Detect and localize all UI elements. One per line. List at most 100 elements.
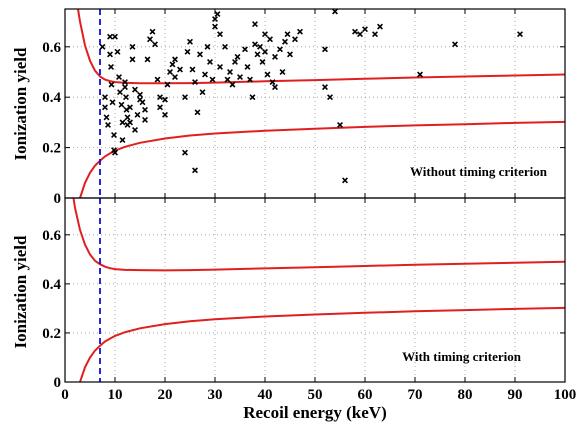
top-point-62 xyxy=(199,89,206,96)
top-point-108 xyxy=(352,28,358,35)
top-point-90 xyxy=(264,71,271,78)
top-point-4 xyxy=(105,121,111,128)
top-point-105 xyxy=(332,9,338,15)
top-point-14 xyxy=(114,48,121,55)
top-point-83 xyxy=(252,21,258,28)
top-point-111 xyxy=(372,31,378,38)
bottom-xtick-label-70: 70 xyxy=(408,387,423,403)
top-point-115 xyxy=(517,31,523,38)
top-point-32 xyxy=(134,111,141,118)
top-point-12 xyxy=(112,149,118,156)
top-point-101 xyxy=(297,28,303,35)
bottom-y-axis-label: Ionization yield xyxy=(11,235,30,348)
top-plot-area xyxy=(77,9,565,198)
top-point-51 xyxy=(172,74,178,81)
bottom-xtick-label-60: 60 xyxy=(358,387,373,403)
top-point-94 xyxy=(272,84,278,91)
top-point-13 xyxy=(112,33,118,40)
top-point-110 xyxy=(362,26,368,33)
top-point-91 xyxy=(267,36,273,43)
top-point-5 xyxy=(107,33,113,40)
top-point-53 xyxy=(182,94,188,101)
bottom-ytick-label-0.6: 0.6 xyxy=(42,228,61,244)
top-point-35 xyxy=(139,99,146,106)
top-point-106 xyxy=(337,121,343,128)
top-point-102 xyxy=(322,46,328,53)
bottom-xtick-label-50: 50 xyxy=(308,387,323,403)
top-point-113 xyxy=(417,71,423,78)
top-point-31 xyxy=(132,126,138,133)
top-point-15 xyxy=(116,74,122,81)
bottom-xtick-label-0: 0 xyxy=(61,387,69,403)
top-ytick-label-0.4: 0.4 xyxy=(42,90,61,106)
top-point-41 xyxy=(152,41,158,48)
top-point-68 xyxy=(212,23,218,30)
top-point-50 xyxy=(172,56,178,63)
top-point-21 xyxy=(122,84,128,91)
x-axis-label: Recoil energy (keV) xyxy=(243,403,387,422)
top-point-37 xyxy=(142,116,148,123)
top-ytick-label-0.2: 0.2 xyxy=(42,141,61,157)
top-point-40 xyxy=(149,28,156,35)
bottom-xtick-label-40: 40 xyxy=(258,387,273,403)
bottom-xtick-label-80: 80 xyxy=(458,387,473,403)
top-ytick-label-0.6: 0.6 xyxy=(42,40,61,56)
top-point-109 xyxy=(357,31,363,38)
top-point-28 xyxy=(129,43,136,50)
top-point-54 xyxy=(182,149,188,156)
top-point-100 xyxy=(292,36,298,43)
top-point-67 xyxy=(212,16,218,23)
bottom-band-upper-curve xyxy=(72,198,565,272)
top-point-92 xyxy=(269,79,276,86)
top-point-82 xyxy=(249,94,256,101)
top-point-18 xyxy=(119,119,126,126)
top-point-63 xyxy=(202,71,208,78)
top-point-89 xyxy=(262,48,268,55)
top-point-70 xyxy=(217,31,223,38)
top-point-66 xyxy=(209,76,216,83)
bottom-xtick-label-30: 30 xyxy=(208,387,223,403)
top-point-59 xyxy=(192,167,198,174)
bottom-ytick-label-0.4: 0.4 xyxy=(42,277,61,293)
bottom-ytick-label-0: 0 xyxy=(54,375,62,391)
top-point-43 xyxy=(157,94,163,101)
top-point-55 xyxy=(184,48,191,55)
top-point-24 xyxy=(124,114,131,121)
top-point-75 xyxy=(229,81,236,88)
top-point-99 xyxy=(287,51,293,58)
bottom-xtick-label-90: 90 xyxy=(508,387,523,403)
top-point-48 xyxy=(167,69,173,75)
top-point-112 xyxy=(377,23,383,30)
top-point-56 xyxy=(187,38,193,45)
bottom-plot-area xyxy=(72,198,565,382)
top-point-76 xyxy=(232,58,238,65)
top-point-72 xyxy=(222,43,228,50)
bottom-ytick-label-0.2: 0.2 xyxy=(42,326,61,342)
top-point-114 xyxy=(452,41,458,48)
top-point-86 xyxy=(257,43,263,50)
top-point-64 xyxy=(204,43,211,50)
top-point-73 xyxy=(224,76,231,83)
top-point-97 xyxy=(282,38,288,45)
top-point-26 xyxy=(127,119,133,126)
top-point-45 xyxy=(162,96,168,103)
top-point-88 xyxy=(262,31,268,38)
top-point-96 xyxy=(279,69,286,75)
top-point-60 xyxy=(194,109,201,116)
top-point-33 xyxy=(137,91,143,98)
top-point-98 xyxy=(284,31,291,38)
top-point-104 xyxy=(327,94,333,101)
top-point-103 xyxy=(322,84,328,91)
bottom-xtick-label-10: 10 xyxy=(108,387,123,403)
top-point-9 xyxy=(109,99,116,106)
top-point-7 xyxy=(108,63,114,70)
top-point-81 xyxy=(247,76,253,83)
top-point-52 xyxy=(177,66,183,73)
top-point-69 xyxy=(214,11,221,18)
top-point-87 xyxy=(259,58,266,65)
top-point-42 xyxy=(154,76,161,83)
top-point-80 xyxy=(244,63,251,70)
top-point-77 xyxy=(234,53,241,60)
top-point-17 xyxy=(118,101,125,108)
